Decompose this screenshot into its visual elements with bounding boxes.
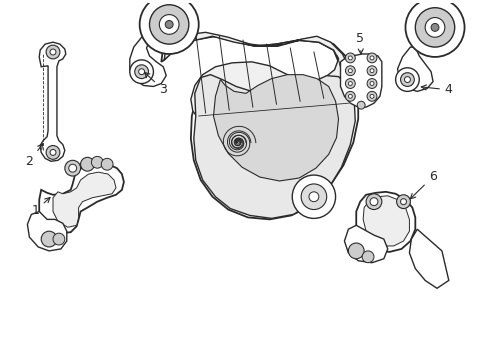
Circle shape bbox=[369, 198, 377, 206]
Polygon shape bbox=[164, 32, 353, 119]
Circle shape bbox=[65, 160, 81, 176]
Polygon shape bbox=[344, 225, 387, 263]
Circle shape bbox=[50, 49, 56, 55]
Circle shape bbox=[369, 94, 373, 98]
Circle shape bbox=[50, 149, 56, 156]
Polygon shape bbox=[53, 172, 116, 227]
Circle shape bbox=[347, 243, 364, 259]
Circle shape bbox=[347, 82, 351, 85]
Text: 6: 6 bbox=[409, 170, 436, 199]
Circle shape bbox=[430, 23, 438, 31]
Circle shape bbox=[366, 194, 381, 210]
Text: 3: 3 bbox=[144, 72, 167, 96]
Polygon shape bbox=[129, 34, 166, 86]
Polygon shape bbox=[161, 34, 358, 219]
Circle shape bbox=[129, 60, 153, 84]
Circle shape bbox=[41, 231, 57, 247]
Circle shape bbox=[366, 91, 376, 101]
Circle shape bbox=[165, 21, 173, 28]
Circle shape bbox=[369, 56, 373, 60]
Text: 2: 2 bbox=[25, 144, 42, 168]
Circle shape bbox=[400, 199, 406, 204]
Polygon shape bbox=[27, 212, 67, 251]
Circle shape bbox=[400, 73, 413, 86]
Circle shape bbox=[345, 53, 355, 63]
Circle shape bbox=[345, 78, 355, 89]
Circle shape bbox=[69, 164, 77, 172]
Polygon shape bbox=[340, 54, 381, 107]
Circle shape bbox=[101, 158, 113, 170]
Circle shape bbox=[395, 68, 418, 91]
Circle shape bbox=[345, 66, 355, 76]
Circle shape bbox=[369, 82, 373, 85]
Circle shape bbox=[347, 56, 351, 60]
Circle shape bbox=[149, 5, 188, 44]
Circle shape bbox=[46, 145, 60, 159]
Circle shape bbox=[396, 195, 409, 208]
Circle shape bbox=[81, 157, 94, 171]
Circle shape bbox=[345, 91, 355, 101]
Polygon shape bbox=[408, 229, 448, 288]
Circle shape bbox=[308, 192, 318, 202]
Polygon shape bbox=[213, 75, 338, 181]
Circle shape bbox=[91, 156, 103, 168]
Circle shape bbox=[404, 77, 409, 82]
Circle shape bbox=[366, 53, 376, 63]
Circle shape bbox=[301, 184, 326, 210]
Circle shape bbox=[46, 45, 60, 59]
Circle shape bbox=[357, 101, 365, 109]
Circle shape bbox=[414, 8, 454, 47]
Circle shape bbox=[366, 78, 376, 89]
Circle shape bbox=[424, 18, 444, 37]
Polygon shape bbox=[39, 42, 66, 161]
Circle shape bbox=[369, 69, 373, 73]
Circle shape bbox=[362, 251, 373, 263]
Polygon shape bbox=[39, 162, 123, 233]
Circle shape bbox=[135, 65, 148, 78]
Circle shape bbox=[405, 0, 464, 57]
Text: 1: 1 bbox=[31, 198, 50, 217]
Circle shape bbox=[53, 233, 65, 245]
Text: 5: 5 bbox=[356, 32, 364, 54]
Polygon shape bbox=[397, 47, 432, 91]
Text: 4: 4 bbox=[421, 84, 452, 96]
Polygon shape bbox=[193, 75, 355, 219]
Circle shape bbox=[347, 69, 351, 73]
Circle shape bbox=[292, 175, 335, 219]
Circle shape bbox=[347, 94, 351, 98]
Polygon shape bbox=[363, 196, 408, 246]
Circle shape bbox=[139, 69, 144, 75]
Circle shape bbox=[366, 66, 376, 76]
Circle shape bbox=[159, 15, 179, 34]
Polygon shape bbox=[356, 192, 414, 252]
Circle shape bbox=[140, 0, 198, 54]
